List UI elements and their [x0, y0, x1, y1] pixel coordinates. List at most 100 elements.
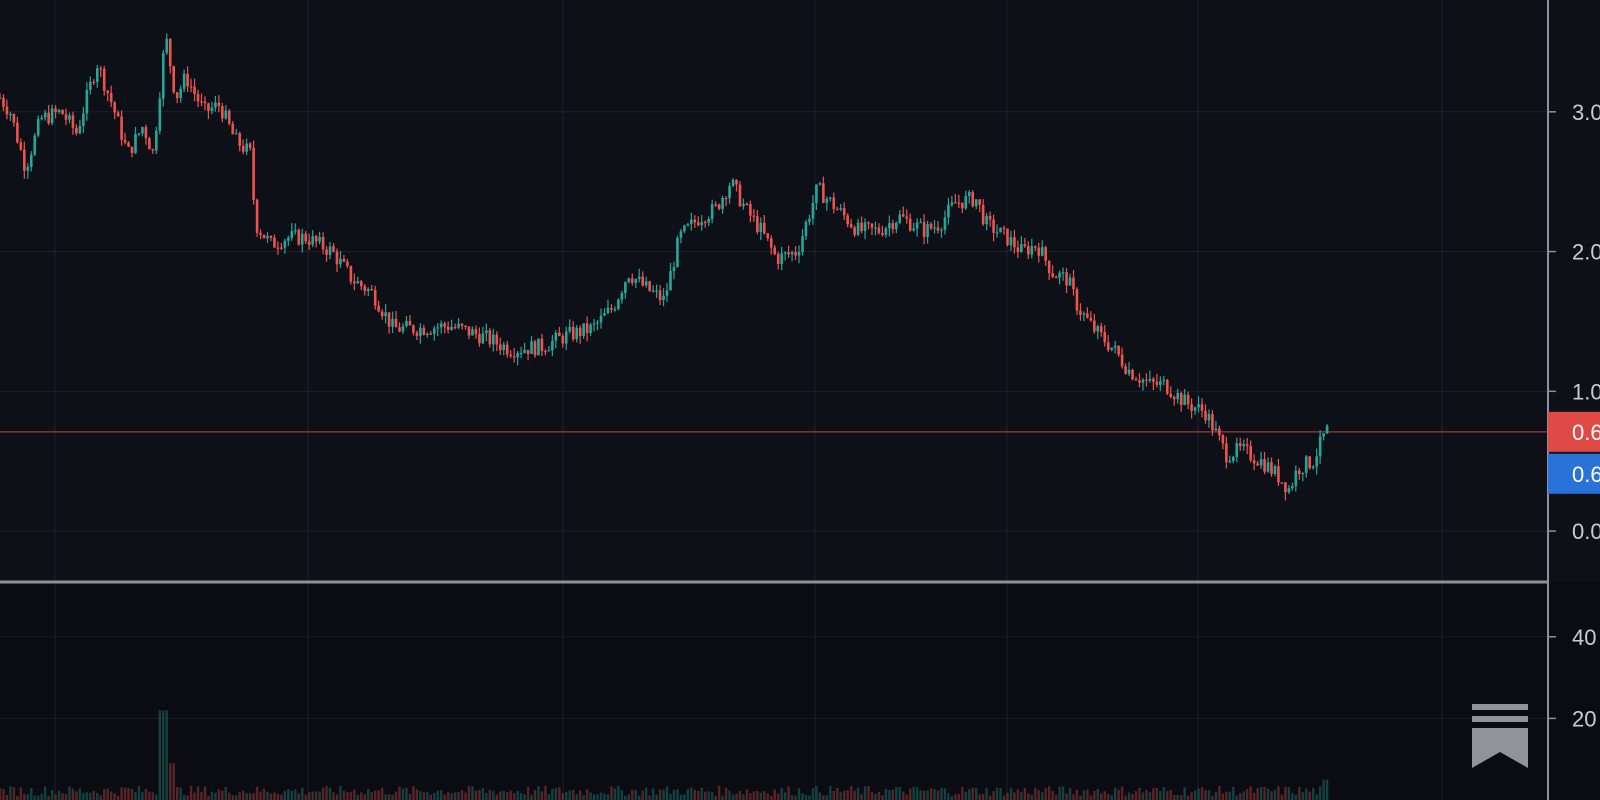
- volume-bar: [954, 794, 957, 800]
- volume-bar: [578, 790, 582, 800]
- volume-bar: [895, 787, 898, 800]
- candle-body: [1176, 393, 1180, 400]
- candle-body: [568, 326, 572, 332]
- volume-bar: [627, 794, 631, 800]
- volume-bar: [1315, 794, 1318, 800]
- candle-body: [436, 327, 440, 329]
- candle-body: [290, 231, 294, 238]
- candle-body: [1291, 486, 1294, 489]
- candle-body: [127, 142, 130, 147]
- candle-body: [853, 227, 856, 235]
- candle-body: [954, 202, 957, 204]
- volume-bar: [742, 794, 745, 800]
- volume-bar: [1249, 786, 1252, 800]
- candle-body: [1086, 313, 1089, 318]
- candle-body: [106, 90, 109, 93]
- volume-bar: [130, 789, 134, 800]
- volume-bar: [1009, 788, 1013, 800]
- volume-bar: [853, 790, 856, 800]
- candle-body: [1061, 272, 1065, 274]
- volume-bar: [1016, 789, 1020, 800]
- candle-body: [1297, 470, 1301, 474]
- candle-body: [1169, 393, 1173, 398]
- candle-body: [926, 223, 929, 237]
- volume-bar: [1141, 792, 1145, 800]
- volume-bar: [589, 792, 592, 800]
- volume-bar: [68, 786, 71, 800]
- candle-body: [492, 334, 495, 345]
- candle-body: [530, 341, 533, 354]
- volume-bar: [280, 794, 283, 800]
- volume-bar: [1200, 787, 1204, 800]
- candle-body: [175, 92, 179, 99]
- volume-bar: [1041, 792, 1044, 800]
- candle-body: [575, 327, 578, 340]
- candle-body: [144, 127, 148, 139]
- volume-bar: [328, 787, 332, 800]
- candle-body: [888, 223, 891, 229]
- volume-bar: [832, 791, 835, 800]
- volume-bar: [426, 791, 429, 800]
- volume-bar: [822, 795, 825, 800]
- candle-body: [881, 232, 884, 235]
- volume-bar: [690, 787, 693, 800]
- candle-body: [533, 341, 537, 356]
- candle-body: [992, 219, 995, 233]
- candle-body: [1117, 345, 1120, 355]
- volume-bar: [1124, 795, 1127, 800]
- candle-body: [481, 333, 485, 344]
- candle-body: [940, 229, 943, 231]
- volume-bar: [1259, 787, 1263, 800]
- volume-bar: [1020, 791, 1023, 800]
- volume-bar: [1013, 792, 1016, 800]
- candle-body: [36, 119, 40, 136]
- volume-bar: [148, 791, 151, 800]
- volume-bar: [780, 787, 783, 800]
- volume-bar: [169, 763, 172, 800]
- volume-bar: [109, 791, 113, 800]
- volume-bar: [610, 786, 613, 800]
- candle-body: [627, 278, 631, 283]
- volume-bar: [474, 790, 478, 800]
- volume-bar: [1148, 792, 1152, 800]
- volume-bar: [228, 792, 231, 800]
- candle-body: [738, 184, 742, 207]
- volume-bar: [1204, 790, 1207, 800]
- candle-body: [238, 133, 242, 146]
- volume-bar: [1134, 791, 1138, 800]
- volume-bar: [481, 788, 485, 800]
- candle-body: [505, 344, 509, 355]
- candle-body: [1058, 272, 1061, 278]
- candle-body: [585, 323, 589, 334]
- volume-bar: [1214, 791, 1218, 800]
- volume-bar: [1044, 788, 1047, 800]
- volume-bar: [877, 791, 881, 800]
- candle-body: [1093, 320, 1096, 332]
- volume-bar: [311, 791, 314, 800]
- candle-body: [370, 289, 374, 291]
- candle-body: [808, 218, 811, 222]
- volume-bar: [846, 790, 849, 800]
- volume-tick-label: 20: [1572, 706, 1596, 731]
- volume-bar: [1131, 793, 1134, 800]
- candle-body: [547, 350, 551, 352]
- volume-bar: [287, 789, 290, 800]
- candle-body: [498, 344, 502, 351]
- volume-bar: [1127, 792, 1131, 800]
- volume-bar: [214, 792, 217, 800]
- candle-body: [804, 221, 808, 237]
- candle-body: [690, 219, 693, 224]
- volume-bar: [314, 791, 318, 800]
- volume-bar: [704, 791, 707, 800]
- candle-body: [891, 223, 895, 230]
- volume-bar: [825, 795, 829, 800]
- volume-bar: [596, 794, 599, 800]
- candle-body: [985, 216, 988, 225]
- candle-body: [471, 329, 474, 336]
- volume-bar: [811, 788, 815, 800]
- volume-bar: [1176, 794, 1179, 800]
- volume-bar: [544, 785, 547, 800]
- price-tick-label: 2.0: [1572, 240, 1600, 265]
- volume-bar: [613, 788, 617, 800]
